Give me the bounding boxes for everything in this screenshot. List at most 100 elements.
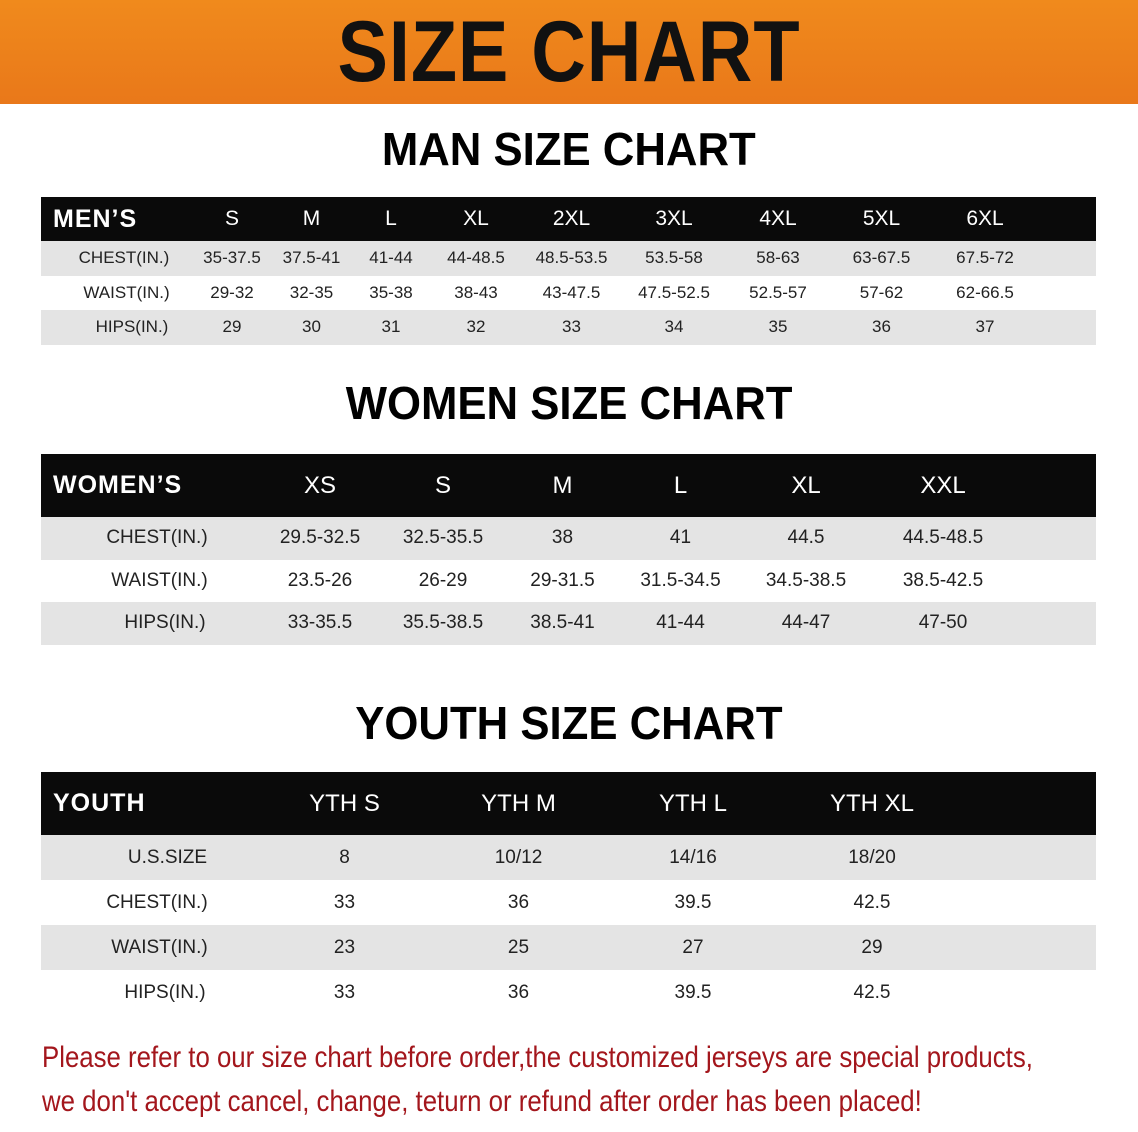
- table-cell: 10/12: [494, 846, 543, 868]
- size-chart-banner: SIZE CHART: [0, 0, 1138, 104]
- table-label-header: YOUTH: [53, 789, 146, 817]
- size-column-header: M: [552, 471, 573, 499]
- table-cell: 29: [861, 936, 883, 958]
- table-cell: 14/16: [669, 846, 717, 868]
- table-cell: 41-44: [656, 612, 705, 634]
- header-row: YOUTH YTH S YTH M YTH L YTH XL: [41, 772, 1096, 835]
- table-cell: 31: [381, 317, 401, 337]
- row-label: WAIST(IN.): [83, 282, 170, 302]
- table-cell: 43-47.5: [542, 282, 601, 302]
- women-section-title: WOMEN SIZE CHART: [345, 377, 793, 429]
- table-cell: 29: [222, 317, 242, 337]
- table-row: HIPS(IN.) 33-35.5 35.5-38.5 38.5-41 41-44 44-…: [41, 602, 1096, 645]
- table-cell: 35: [768, 317, 788, 337]
- table-cell: 26-29: [418, 569, 468, 591]
- table-cell: 35-37.5: [203, 248, 261, 268]
- size-column-header: 4XL: [759, 207, 797, 230]
- table-cell: 18/20: [848, 846, 896, 868]
- table-cell: 27: [682, 936, 704, 958]
- table-cell: 29-31.5: [530, 569, 595, 591]
- size-column-header: XL: [791, 471, 821, 499]
- table-cell: 33-35.5: [287, 612, 353, 634]
- notice-line-1: Please refer to our size chart before or…: [42, 1041, 1033, 1074]
- table-cell: 33: [562, 317, 581, 337]
- table-row: WAIST(IN.) 29-32 32-35 35-38 38-43 43-47.5 47.…: [41, 275, 1096, 310]
- table-row: U.S.SIZE 8 10/12 14/16 18/20: [41, 835, 1096, 880]
- row-label: CHEST(IN.): [78, 248, 170, 268]
- header-row: WOMEN’S XS S M L XL XXL: [41, 454, 1096, 517]
- men-section-title: MAN SIZE CHART: [382, 123, 756, 175]
- youth-size-table: YOUTH YTH S YTH M YTH L YTH XL U.S.SIZE 8 10/12…: [41, 772, 1096, 1015]
- table-cell: 62-66.5: [956, 282, 1014, 302]
- table-cell: 42.5: [853, 891, 891, 913]
- table-cell: 58-63: [756, 248, 800, 268]
- table-cell: 36: [872, 317, 891, 337]
- banner-title: SIZE CHART: [337, 3, 801, 100]
- row-label: CHEST(IN.): [106, 527, 208, 549]
- table-row: WAIST(IN.) 23.5-26 26-29 29-31.5 31.5-34.5 34…: [41, 559, 1096, 602]
- table-cell: 36: [507, 981, 530, 1003]
- table-cell: 52.5-57: [749, 282, 807, 302]
- size-column-header: YTH L: [658, 789, 727, 817]
- size-column-header: S: [224, 207, 239, 230]
- table-label-header: MEN’S: [53, 204, 138, 233]
- size-column-header: 5XL: [862, 207, 901, 230]
- size-column-header: L: [385, 207, 397, 230]
- table-cell: 33: [333, 981, 356, 1003]
- size-column-header: XXL: [920, 471, 966, 499]
- table-cell: 35.5-38.5: [402, 612, 484, 634]
- table-cell: 25: [507, 936, 530, 958]
- table-cell: 29.5-32.5: [279, 527, 361, 549]
- table-row: CHEST(IN.) 33 36 39.5 42.5: [41, 880, 1096, 925]
- table-cell: 47.5-52.5: [638, 282, 710, 302]
- table-cell: 23: [333, 936, 356, 958]
- table-cell: 44-47: [781, 612, 831, 634]
- row-label: HIPS(IN.): [124, 981, 206, 1003]
- table-row: CHEST(IN.) 29.5-32.5 32.5-35.5 38 41 44.5 44.5…: [41, 517, 1096, 560]
- table-cell: 38.5-42.5: [902, 569, 984, 591]
- row-label: HIPS(IN.): [124, 612, 206, 634]
- table-cell: 33: [333, 891, 356, 913]
- size-column-header: S: [434, 471, 451, 499]
- size-column-header: XL: [463, 207, 489, 230]
- table-cell: 32.5-35.5: [402, 527, 484, 549]
- table-row: HIPS(IN.) 29 30 31 32 33 34 35 36 37: [41, 310, 1096, 345]
- row-label: CHEST(IN.): [106, 891, 208, 913]
- table-cell: 32: [466, 317, 486, 337]
- table-cell: 36: [507, 891, 530, 913]
- size-column-header: 6XL: [966, 207, 1004, 230]
- size-column-header: M: [302, 207, 321, 230]
- table-cell: 41: [669, 527, 692, 549]
- row-label: HIPS(IN.): [95, 317, 169, 337]
- table-cell: 44.5-48.5: [902, 527, 984, 549]
- size-column-header: L: [673, 471, 688, 499]
- table-cell: 39.5: [674, 891, 712, 913]
- size-column-header: YTH M: [481, 789, 556, 817]
- row-label: WAIST(IN.): [111, 936, 208, 958]
- table-cell: 37: [975, 317, 995, 337]
- table-row: WAIST(IN.) 23 25 27 29: [41, 925, 1096, 970]
- table-cell: 32-35: [289, 282, 334, 302]
- table-cell: 39.5: [674, 981, 712, 1003]
- row-label: U.S.SIZE: [127, 846, 208, 868]
- table-cell: 31.5-34.5: [640, 569, 721, 591]
- table-cell: 8: [339, 846, 350, 868]
- size-column-header: 2XL: [552, 207, 591, 230]
- notice-line-2: we don't accept cancel, change, teturn o…: [42, 1085, 922, 1118]
- youth-section-title: YOUTH SIZE CHART: [355, 697, 783, 749]
- table-cell: 34: [664, 317, 684, 337]
- table-cell: 34.5-38.5: [765, 569, 847, 591]
- table-cell: 38.5-41: [530, 612, 595, 634]
- table-cell: 44-48.5: [447, 248, 505, 268]
- table-row: HIPS(IN.) 33 36 39.5 42.5: [41, 970, 1096, 1015]
- table-cell: 67.5-72: [956, 248, 1014, 268]
- table-cell: 63-67.5: [852, 248, 911, 268]
- row-label: WAIST(IN.): [111, 569, 208, 591]
- size-column-header: 3XL: [655, 207, 693, 230]
- order-notice: Please refer to our size chart before or…: [42, 1036, 1126, 1124]
- table-cell: 38: [551, 527, 574, 549]
- size-column-header: XS: [303, 471, 336, 499]
- table-cell: 29-32: [210, 282, 254, 302]
- table-cell: 35-38: [369, 282, 413, 302]
- table-cell: 42.5: [853, 981, 891, 1003]
